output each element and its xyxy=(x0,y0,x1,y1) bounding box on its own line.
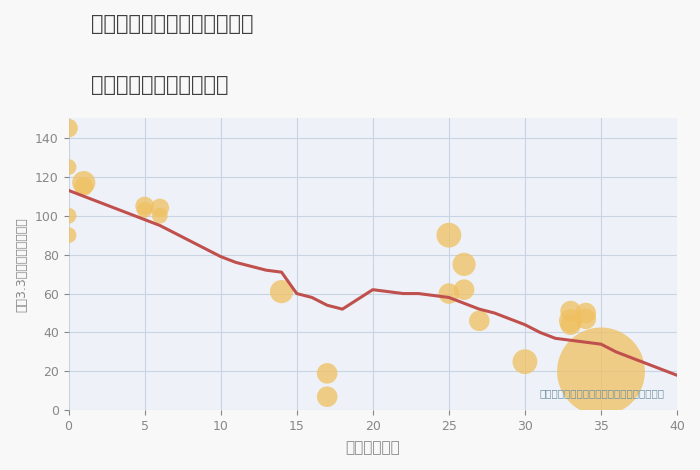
Point xyxy=(78,183,90,190)
Point xyxy=(596,368,607,375)
Point xyxy=(565,307,576,315)
Y-axis label: 坪（3.3㎡）単価（万円）: 坪（3.3㎡）単価（万円） xyxy=(15,217,28,312)
Point xyxy=(565,317,576,325)
Point xyxy=(321,393,332,400)
Point xyxy=(139,202,150,210)
Point xyxy=(154,212,165,219)
Text: 円の大きさは、取引のあった物件面積を示す: 円の大きさは、取引のあった物件面積を示す xyxy=(540,389,665,399)
Point xyxy=(519,358,531,366)
Point xyxy=(458,286,470,293)
Point xyxy=(63,163,74,171)
Point xyxy=(474,317,485,325)
Point xyxy=(78,179,90,187)
Point xyxy=(443,290,454,298)
Point xyxy=(139,206,150,214)
Text: 築年数別中古戸建て価格: 築年数別中古戸建て価格 xyxy=(91,75,228,95)
Point xyxy=(458,260,470,268)
Point xyxy=(443,231,454,239)
Point xyxy=(63,125,74,132)
Point xyxy=(63,231,74,239)
Point xyxy=(580,309,592,317)
Point xyxy=(565,321,576,329)
Point xyxy=(63,212,74,219)
Text: 奈良県奈良市学園朝日元町の: 奈良県奈良市学園朝日元町の xyxy=(91,14,253,34)
Point xyxy=(321,369,332,377)
Point xyxy=(276,288,287,295)
X-axis label: 築年数（年）: 築年数（年） xyxy=(345,440,400,455)
Point xyxy=(580,315,592,322)
Point xyxy=(154,204,165,212)
